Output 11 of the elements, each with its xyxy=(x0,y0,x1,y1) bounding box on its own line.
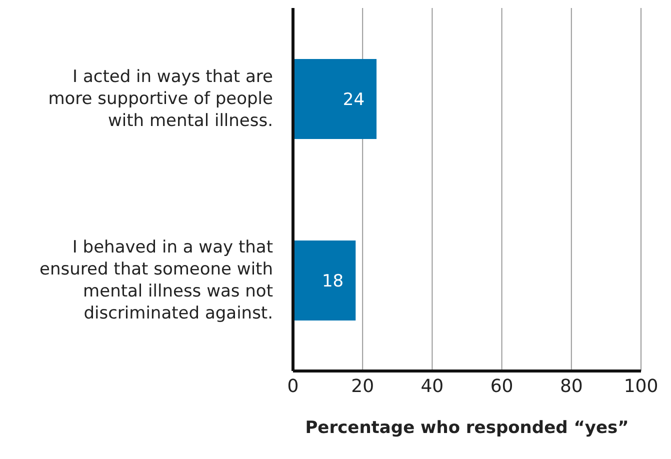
x-tick-label: 0 xyxy=(287,376,299,397)
x-tick-label: 60 xyxy=(490,376,514,397)
y-tick-label: I behaved in a way that ensured that someone with mental illness was not discriminated against. xyxy=(40,237,274,324)
x-axis-title: Percentage who responded “yes” xyxy=(305,418,629,438)
x-tick-label: 100 xyxy=(624,376,658,397)
x-tick-label: 40 xyxy=(420,376,444,397)
x-tick-label: 20 xyxy=(351,376,374,397)
y-tick-label: I acted in ways that are more supportive of people with mental illness. xyxy=(48,66,273,131)
data-label: 24 xyxy=(342,90,365,110)
data-label: 18 xyxy=(322,272,344,292)
x-tick-label: 80 xyxy=(560,376,583,397)
